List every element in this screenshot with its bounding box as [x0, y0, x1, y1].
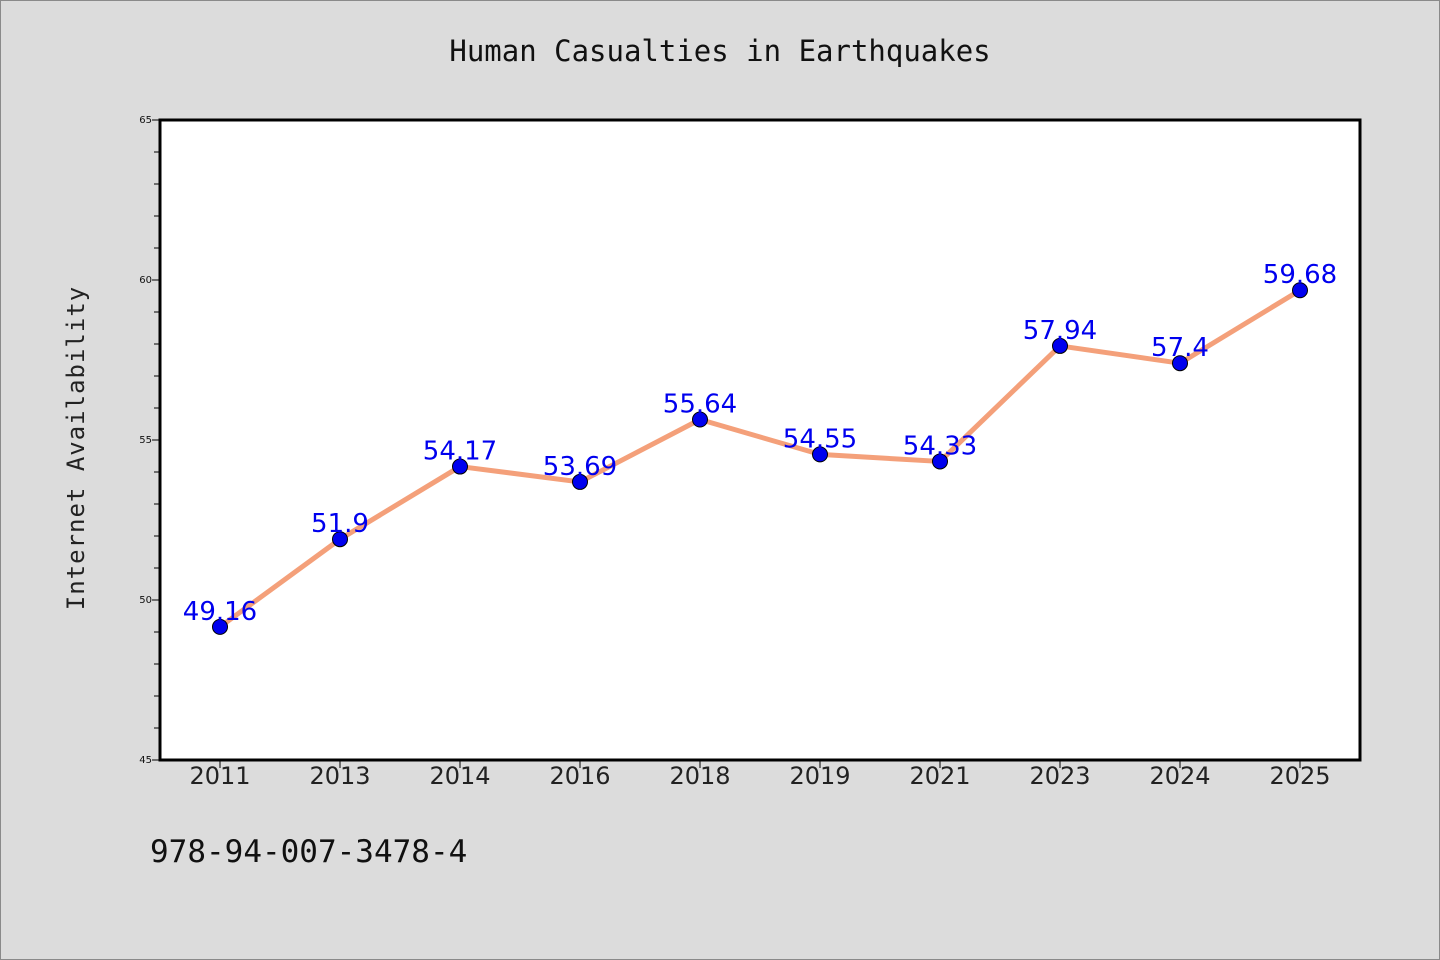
data-label: 51.9 [311, 509, 369, 539]
data-point [1052, 337, 1068, 354]
x-tick-label: 2018 [669, 762, 730, 790]
x-tick-label: 2023 [1029, 762, 1090, 790]
x-axis-ticks: 2011 2013 2014 2016 2018 2019 2021 2023 2024 2025 [189, 760, 1331, 790]
plot-area [158, 118, 1362, 762]
data-point [572, 473, 588, 490]
x-tick-label: 2011 [189, 762, 250, 790]
data-point [1292, 282, 1308, 299]
data-label: 57.94 [1023, 316, 1097, 346]
x-tick-label: 2013 [309, 762, 370, 790]
x-tick-label: 2014 [429, 762, 490, 790]
data-point [692, 411, 708, 428]
footer-code: 978-94-007-3478-4 [150, 834, 468, 870]
series-line-group [218, 288, 1302, 629]
data-label: 54.17 [423, 437, 497, 467]
data-label: 54.33 [903, 431, 977, 461]
x-tick-label: 2021 [909, 762, 970, 790]
data-label: 55.64 [663, 390, 737, 420]
x-tick-label: 2024 [1149, 762, 1210, 790]
data-point [932, 453, 948, 470]
x-tick-label: 2019 [789, 762, 850, 790]
data-label: 54.55 [783, 424, 857, 454]
y-tick-label: 60 [139, 275, 152, 286]
y-tick-label: 55 [139, 435, 152, 446]
y-tick-label: 45 [139, 755, 152, 766]
data-label: 59.68 [1263, 260, 1337, 290]
data-point [812, 446, 828, 463]
y-tick-label: 50 [139, 595, 152, 606]
data-labels: 49.16 51.9 54.17 53.69 55.64 54.55 54.33 57.94 5… [183, 260, 1337, 627]
data-point [452, 458, 468, 475]
series-line [218, 288, 1302, 629]
y-tick-label: 65 [139, 115, 152, 126]
x-tick-label: 2025 [1269, 762, 1330, 790]
data-point [332, 531, 348, 548]
data-label: 57.4 [1151, 333, 1209, 363]
data-label: 53.69 [543, 452, 617, 482]
data-point [1172, 355, 1188, 372]
data-point [212, 618, 228, 635]
y-axis-ticks: 45 50 55 60 65 [139, 115, 160, 766]
x-tick-label: 2016 [549, 762, 610, 790]
data-markers [212, 282, 1308, 635]
chart-title: Human Casualties in Earthquakes [449, 34, 991, 68]
data-label: 49.16 [183, 597, 257, 627]
